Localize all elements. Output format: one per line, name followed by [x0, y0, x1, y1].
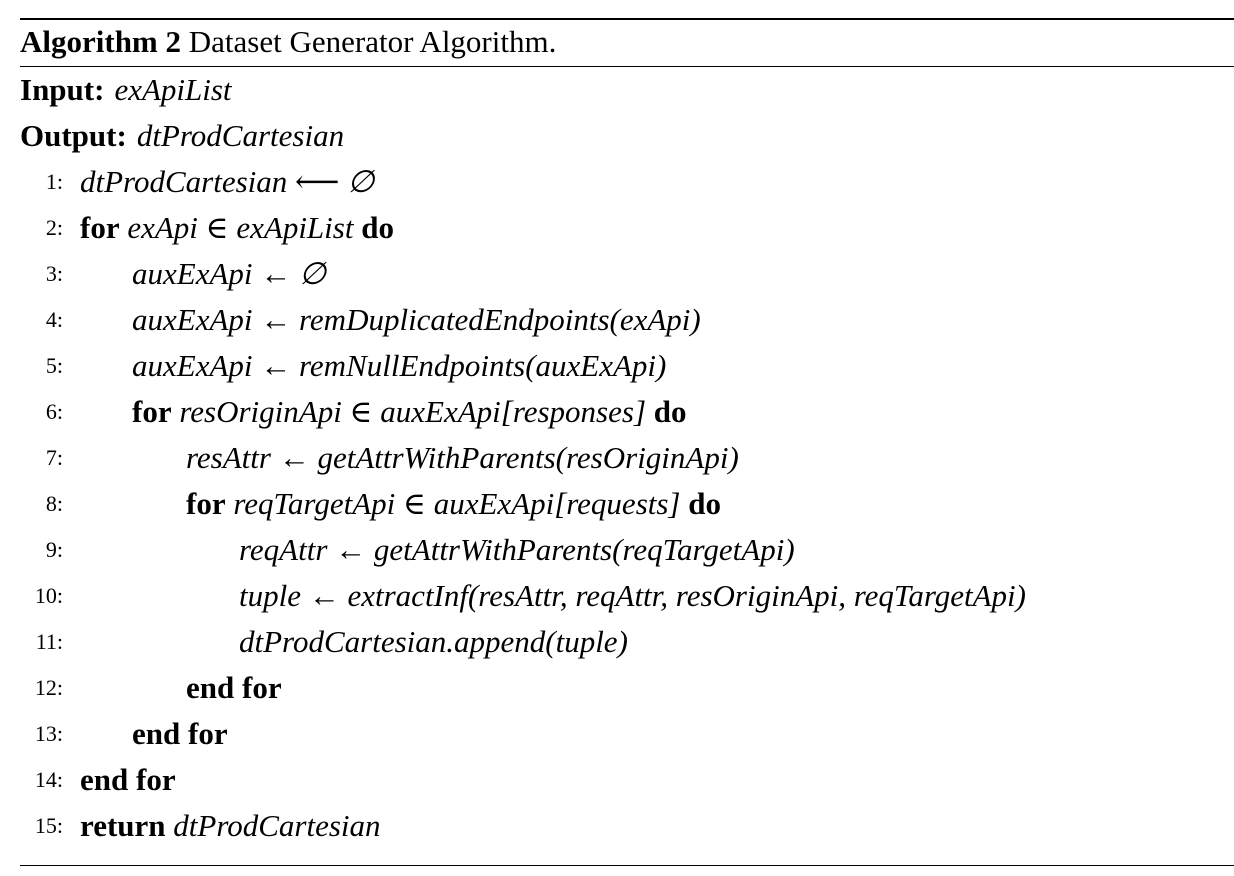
line-code: reqAttr ← getAttrWithParents(reqTargetAp… [239, 532, 795, 567]
line-number: 8: [45, 491, 63, 516]
loop-expression: exApi ∈ exApiList [119, 210, 362, 245]
line-number: 6: [45, 399, 63, 424]
keyword-for: for [80, 210, 120, 245]
line-number: 4: [45, 307, 63, 332]
line-number: 10: [34, 583, 63, 608]
line-code: auxExApi ← remDuplicatedEndpoints(exApi) [132, 302, 701, 337]
line-code: auxExApi ← ∅ [132, 256, 327, 291]
algorithm-line-7: 7: resAttr ← getAttrWithParents(resOrigi… [20, 435, 1234, 481]
algorithm-line-9: 9: reqAttr ← getAttrWithParents(reqTarge… [20, 527, 1234, 573]
algorithm-line-3: 3: auxExApi ← ∅ [20, 251, 1234, 297]
algorithm-line-11: 11: dtProdCartesian.append(tuple) [20, 619, 1234, 665]
line-number: 12: [34, 675, 63, 700]
line-code: dtProdCartesian.append(tuple) [239, 624, 628, 659]
loop-expression: resOriginApi ∈ auxExApi[responses] [171, 394, 654, 429]
output-keyword: Output: [20, 118, 127, 153]
keyword-do: do [688, 486, 721, 521]
line-code: return dtProdCartesian [80, 803, 381, 849]
top-rule [20, 18, 1234, 20]
line-code: for exApi ∈ exApiList do [80, 205, 394, 251]
line-number: 13: [34, 721, 63, 746]
caption-rule [20, 66, 1234, 67]
caption-title: Dataset Generator Algorithm. [188, 24, 557, 59]
line-number: 3: [45, 261, 63, 286]
line-number: 2: [45, 215, 63, 240]
keyword-for: for [132, 394, 172, 429]
line-code: for reqTargetApi ∈ auxExApi[requests] do [186, 481, 721, 527]
line-number: 5: [45, 353, 63, 378]
caption-label: Algorithm 2 [20, 24, 182, 59]
keyword-for: for [186, 486, 226, 521]
algorithm-line-8: 8: for reqTargetApi ∈ auxExApi[requests]… [20, 481, 1234, 527]
input-value: exApiList [114, 72, 232, 107]
loop-expression: reqTargetApi ∈ auxExApi[requests] [225, 486, 689, 521]
keyword-end-for: end for [186, 670, 282, 705]
keyword-end-for: end for [80, 762, 176, 797]
keyword-do: do [653, 394, 687, 429]
algorithm-line-1: 1: dtProdCartesian ⟵ ∅ [20, 159, 1234, 205]
algorithm-line-14: 14: end for [20, 757, 1234, 803]
line-number: 9: [45, 537, 63, 562]
line-number: 11: [35, 629, 63, 654]
algorithm-lines: 1: dtProdCartesian ⟵ ∅ 2: for exApi ∈ ex… [20, 159, 1234, 849]
return-value: dtProdCartesian [165, 808, 381, 843]
algorithm-line-12: 12: end for [20, 665, 1234, 711]
keyword-return: return [80, 808, 166, 843]
input-line: Input: exApiList [20, 67, 1234, 113]
algorithm-line-15: 15: return dtProdCartesian [20, 803, 1234, 849]
algorithm-line-10: 10: tuple ← extractInf(resAttr, reqAttr,… [20, 573, 1234, 619]
keyword-end-for: end for [132, 716, 228, 751]
line-number: 1: [45, 169, 63, 194]
output-line: Output: dtProdCartesian [20, 113, 1234, 159]
algorithm-line-6: 6: for resOriginApi ∈ auxExApi[responses… [20, 389, 1234, 435]
bottom-rule [20, 865, 1234, 866]
line-number: 7: [45, 445, 63, 470]
algorithm-line-4: 4: auxExApi ← remDuplicatedEndpoints(exA… [20, 297, 1234, 343]
line-code: tuple ← extractInf(resAttr, reqAttr, res… [239, 578, 1026, 613]
output-value: dtProdCartesian [136, 118, 345, 153]
line-number: 14: [34, 767, 63, 792]
algorithm-line-5: 5: auxExApi ← remNullEndpoints(auxExApi) [20, 343, 1234, 389]
line-code: resAttr ← getAttrWithParents(resOriginAp… [186, 440, 739, 475]
keyword-do: do [361, 210, 394, 245]
algorithm-line-2: 2: for exApi ∈ exApiList do [20, 205, 1234, 251]
input-keyword: Input: [20, 72, 105, 107]
algorithm-line-13: 13: end for [20, 711, 1234, 757]
line-code: auxExApi ← remNullEndpoints(auxExApi) [132, 348, 667, 383]
algorithm-block: Algorithm 2 Dataset Generator Algorithm.… [20, 18, 1234, 866]
algorithm-caption: Algorithm 2 Dataset Generator Algorithm. [20, 20, 1234, 64]
line-code: for resOriginApi ∈ auxExApi[responses] d… [132, 389, 687, 435]
line-number: 15: [34, 813, 63, 838]
line-code: dtProdCartesian ⟵ ∅ [80, 164, 375, 199]
